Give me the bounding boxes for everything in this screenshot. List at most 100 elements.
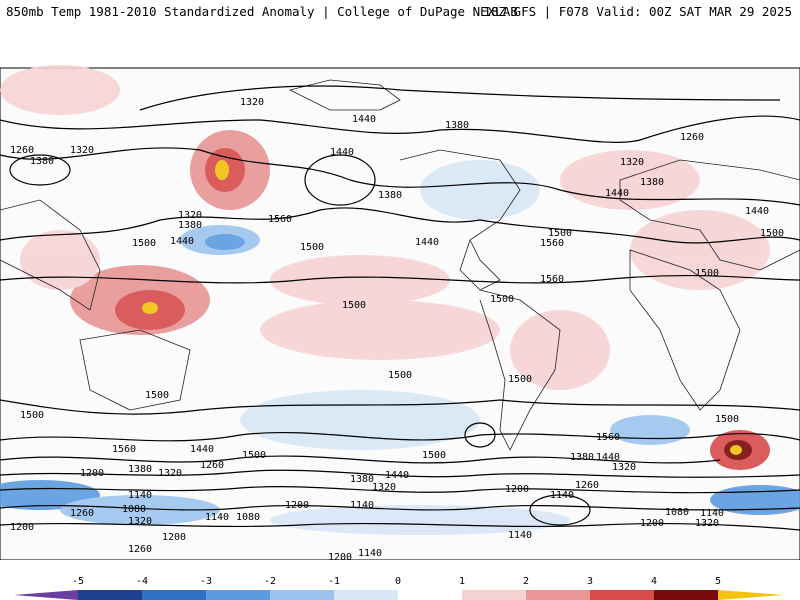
contour-label: 1440 xyxy=(415,237,439,248)
contour-label: 1080 xyxy=(122,504,146,515)
colorbar-segment xyxy=(270,590,334,600)
colorbar-tick: 1 xyxy=(459,576,465,587)
contour-label: 1560 xyxy=(268,214,292,225)
contour-label: 1200 xyxy=(640,518,664,529)
contour-label: 1560 xyxy=(540,274,564,285)
colorbar-tick: -5 xyxy=(72,576,84,587)
contour-label: 1440 xyxy=(605,188,629,199)
colorbar-tick: 3 xyxy=(587,576,593,587)
contour-label: 1500 xyxy=(508,374,532,385)
colorbar-tick: -4 xyxy=(136,576,148,587)
colorbar-segment xyxy=(654,590,718,600)
contour-label: 1320 xyxy=(612,462,636,473)
contour-label: 1320 xyxy=(620,157,644,168)
contour-label: 1380 xyxy=(350,474,374,485)
contour-label: 1080 xyxy=(236,512,260,523)
contour-label: 1500 xyxy=(760,228,784,239)
contour-label: 1380 xyxy=(378,190,402,201)
contour-label: 1080 xyxy=(665,507,689,518)
contour-label: 1260 xyxy=(200,460,224,471)
coastlines xyxy=(0,79,800,451)
contour-label: 1320 xyxy=(178,210,202,221)
world-map: 1320 1440 1380 1260 1260 1320 1380 1440 … xyxy=(0,65,800,560)
contour-label: 1320 xyxy=(240,97,264,108)
colorbar-segment xyxy=(206,590,270,600)
contour-label: 1380 xyxy=(178,220,202,231)
colorbar-segment xyxy=(334,590,398,600)
colorbar-tick: -1 xyxy=(328,576,340,587)
colorbar-ticks: -5 -4 -3 -2 -1 0 1 2 3 4 5 xyxy=(72,576,721,587)
colorbar-tick: 0 xyxy=(395,576,401,587)
contour-label: 1560 xyxy=(112,444,136,455)
contour-label: 1440 xyxy=(385,470,409,481)
contour-label: 1140 xyxy=(550,490,574,501)
contour-label: 1320 xyxy=(158,468,182,479)
colorbar-tick: -3 xyxy=(200,576,212,587)
contour-label: 1320 xyxy=(70,145,94,156)
contour-label: 1200 xyxy=(80,468,104,479)
contour-label: 1500 xyxy=(132,238,156,249)
colorbar-segment xyxy=(142,590,206,600)
contour-label: 1440 xyxy=(352,114,376,125)
colorbar: -5 -4 -3 -2 -1 0 1 2 3 4 5 xyxy=(14,576,784,600)
contour-label: 1260 xyxy=(70,508,94,519)
colorbar-segments xyxy=(14,590,784,600)
colorbar-tick: 5 xyxy=(715,576,721,587)
run-info: 18Z GFS | F078 Valid: 00Z SAT MAR 29 202… xyxy=(483,4,792,19)
contour-label: 1320 xyxy=(128,516,152,527)
contour-label: 1200 xyxy=(162,532,186,543)
contour-label: 1560 xyxy=(540,238,564,249)
contour-label: 1500 xyxy=(695,268,719,279)
contour-label: 1320 xyxy=(695,518,719,529)
map-title: 850mb Temp 1981-2010 Standardized Anomal… xyxy=(6,4,518,19)
contour-label: 1260 xyxy=(128,544,152,555)
contour-label: 1140 xyxy=(700,508,724,519)
contour-label: 1380 xyxy=(570,452,594,463)
colorbar-segment xyxy=(398,590,462,600)
colorbar-tick: -2 xyxy=(264,576,276,587)
contour-label: 1140 xyxy=(358,548,382,559)
contour-label: 1140 xyxy=(128,490,152,501)
contour-label: 1140 xyxy=(205,512,229,523)
colorbar-segment xyxy=(462,590,526,600)
contour-label: 1200 xyxy=(328,552,352,560)
contour-label: 1140 xyxy=(350,500,374,511)
contour-label: 1500 xyxy=(145,390,169,401)
contour-label: 1200 xyxy=(10,522,34,533)
contour-label: 1500 xyxy=(242,450,266,461)
contour-label: 1200 xyxy=(285,500,309,511)
contour-label: 1380 xyxy=(128,464,152,475)
contour-label: 1500 xyxy=(388,370,412,381)
contour-label: 1440 xyxy=(170,236,194,247)
colorbar-segment xyxy=(590,590,654,600)
contour-label: 1500 xyxy=(548,228,572,239)
contour-label: 1500 xyxy=(422,450,446,461)
contour-label: 1500 xyxy=(715,414,739,425)
contour-label: 1380 xyxy=(445,120,469,131)
contour-label: 1260 xyxy=(680,132,704,143)
colorbar-segment xyxy=(14,590,78,600)
contour-label: 1440 xyxy=(745,206,769,217)
contour-label: 1500 xyxy=(20,410,44,421)
contour-lines xyxy=(0,85,800,531)
contour-label: 1260 xyxy=(575,480,599,491)
contour-labels: 1320 1440 1380 1260 1260 1320 1380 1440 … xyxy=(10,97,784,560)
contour-label: 1140 xyxy=(508,530,532,541)
colorbar-segment xyxy=(526,590,590,600)
contour-label: 1440 xyxy=(330,147,354,158)
colorbar-tick: 2 xyxy=(523,576,529,587)
contour-label: 1380 xyxy=(640,177,664,188)
contour-label: 1260 xyxy=(10,145,34,156)
contour-label: 1560 xyxy=(596,432,620,443)
contour-label: 1500 xyxy=(490,294,514,305)
contour-label: 1320 xyxy=(372,482,396,493)
contour-label: 1500 xyxy=(342,300,366,311)
colorbar-tick: 4 xyxy=(651,576,657,587)
contour-label: 1500 xyxy=(300,242,324,253)
contour-label: 1200 xyxy=(505,484,529,495)
colorbar-segment xyxy=(78,590,142,600)
contour-label: 1440 xyxy=(190,444,214,455)
contour-label: 1380 xyxy=(30,156,54,167)
colorbar-segment xyxy=(718,590,784,600)
contour-label: 1440 xyxy=(596,452,620,463)
